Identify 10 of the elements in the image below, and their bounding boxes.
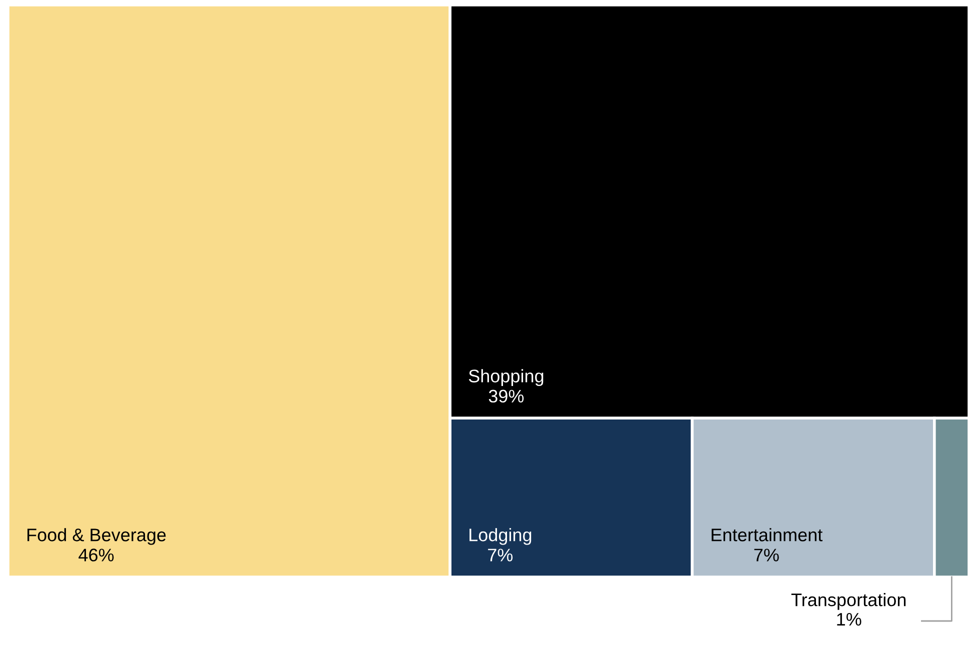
category-label: Transportation <box>791 593 906 610</box>
data-label: 39% <box>488 390 524 403</box>
category-label: Lodging <box>470 528 532 545</box>
data-label: 7% <box>488 548 513 562</box>
category-label: Entertainment <box>712 528 823 542</box>
data-label: 1% <box>837 613 862 626</box>
data-label: 46% <box>78 548 114 562</box>
category-label: Shopping <box>468 369 544 386</box>
data-label: 7% <box>754 548 779 562</box>
category-label: Food & Beverage <box>27 528 166 545</box>
